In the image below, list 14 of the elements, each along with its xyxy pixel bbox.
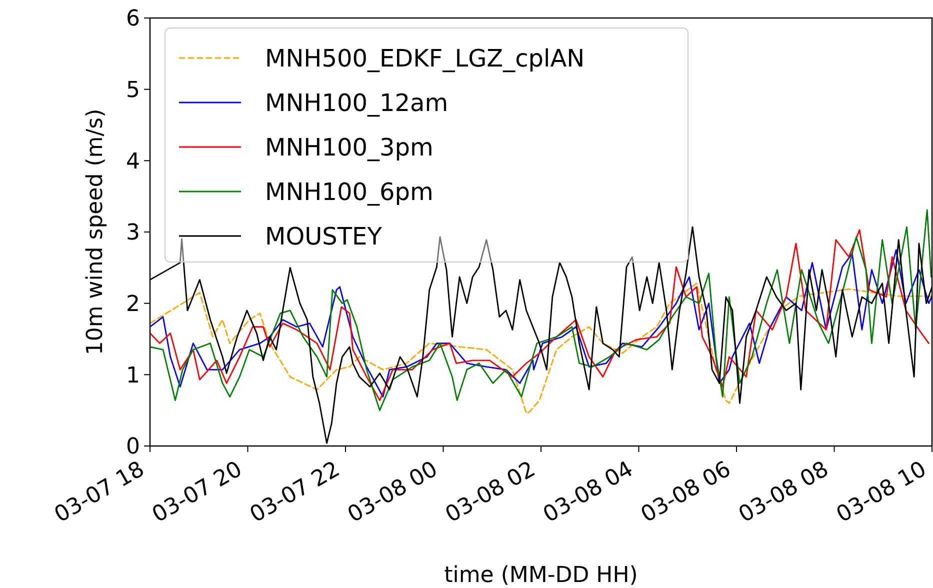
y-tick-label: 2 xyxy=(126,292,140,318)
y-tick-label: 6 xyxy=(126,6,140,32)
y-tick-label: 0 xyxy=(126,434,140,460)
y-tick-label: 4 xyxy=(126,149,140,174)
y-tick-label: 3 xyxy=(126,220,140,246)
legend-label: MNH100_12am xyxy=(265,88,448,117)
y-tick-label: 1 xyxy=(126,363,140,388)
x-axis-title: time (MM-DD HH) xyxy=(444,563,638,588)
legend-label: MOUSTEY xyxy=(265,222,382,250)
legend-label: MNH100_3pm xyxy=(265,133,434,162)
y-tick-label: 5 xyxy=(126,78,140,104)
legend-label: MNH500_EDKF_LGZ_cplAN xyxy=(265,44,585,72)
legend-label: MNH100_6pm xyxy=(265,178,434,206)
y-axis-title: 10m wind speed (m/s) xyxy=(83,108,108,356)
